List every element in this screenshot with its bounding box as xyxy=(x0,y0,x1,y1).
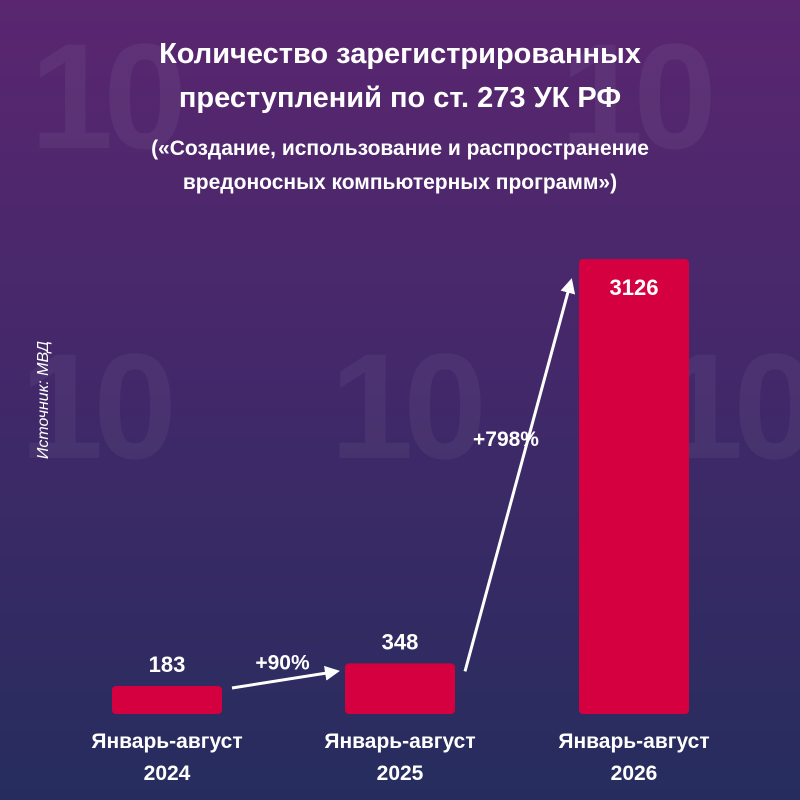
change-label-1: +798% xyxy=(473,428,539,451)
watermark-10: 10 xyxy=(20,322,177,490)
category-label-1-1: 2025 xyxy=(377,762,424,785)
change-arrow-0 xyxy=(231,665,340,690)
change-arrow-1 xyxy=(463,278,576,672)
category-label-2-0: Январь-август xyxy=(558,730,709,753)
value-label-2: 3126 xyxy=(610,275,659,300)
category-label-0-1: 2024 xyxy=(144,762,191,785)
value-label-0: 183 xyxy=(149,652,186,677)
chart-subtitle-line-2: вредоносных компьютерных программ») xyxy=(182,171,618,194)
chart-title-line-2: преступлений по ст. 273 УК РФ xyxy=(178,82,622,114)
chart-subtitle: («Создание, использование и распростране… xyxy=(0,132,800,200)
category-label-0-0: Январь-август xyxy=(91,730,242,753)
chart-title-line-1: Количество зарегистрированных xyxy=(159,38,641,70)
category-label-2-1: 2026 xyxy=(611,762,658,785)
change-label-0: +90% xyxy=(255,652,310,675)
category-label-1-0: Январь-август xyxy=(324,730,475,753)
bar-2 xyxy=(579,259,689,714)
watermark-10: 10 xyxy=(560,12,717,180)
chart-subtitle-line-1: («Создание, использование и распростране… xyxy=(151,137,649,160)
value-label-1: 348 xyxy=(382,629,419,654)
bar-0 xyxy=(112,686,222,714)
bar-1 xyxy=(345,663,455,714)
watermark-10: 10 xyxy=(330,322,487,490)
watermark-10: 10 xyxy=(30,12,187,180)
chart-title: Количество зарегистрированных преступлен… xyxy=(0,32,800,120)
